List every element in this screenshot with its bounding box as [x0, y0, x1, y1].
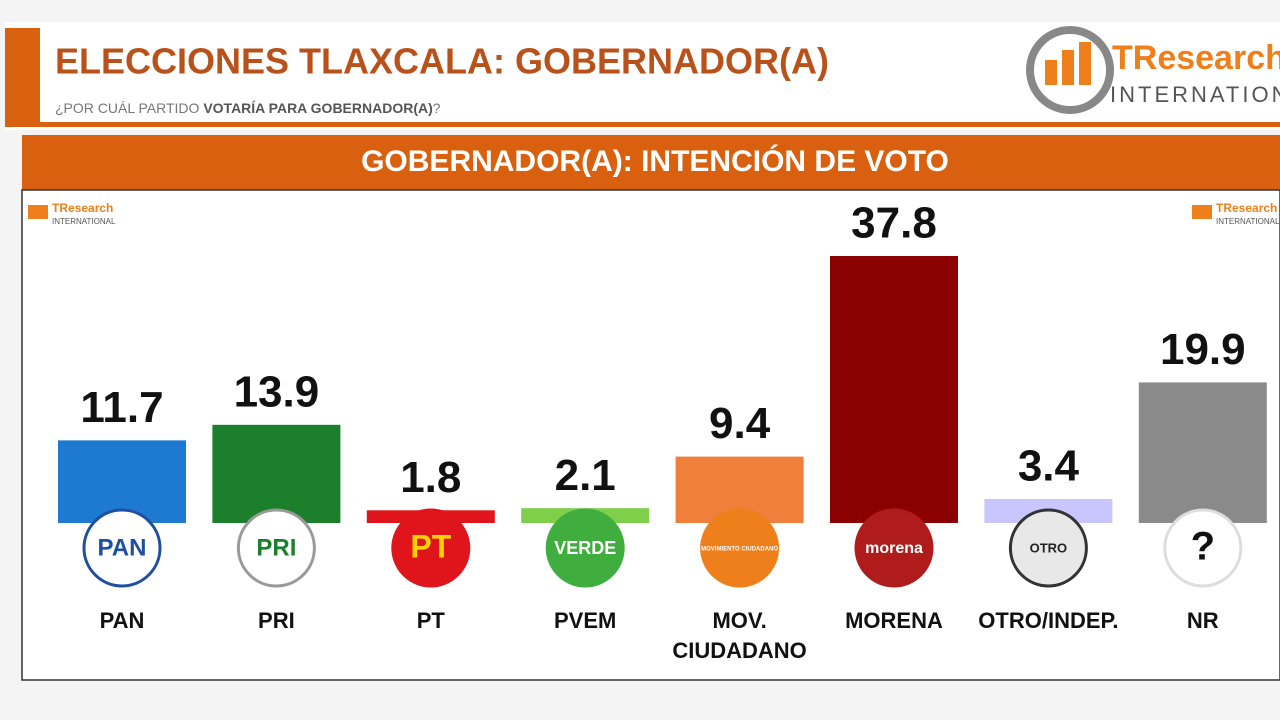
- logo-ring: [1026, 26, 1114, 114]
- title: ELECCIONES TLAXCALA: GOBERNADOR(A): [55, 41, 829, 82]
- category-label: PVEM: [554, 608, 617, 633]
- brand: TResearch: [1112, 39, 1280, 77]
- party-logo-text: MOVIMIENTO CIUDADANO: [701, 547, 778, 553]
- party-logo: [236, 508, 316, 588]
- party-logo-text: ?: [1191, 525, 1215, 569]
- banner: [22, 135, 1280, 190]
- value-label: 9.4: [709, 399, 771, 448]
- party-logo: [82, 508, 162, 588]
- party-logo: [1008, 508, 1088, 588]
- subtitle-part: ?: [433, 100, 441, 116]
- value-label: 13.9: [234, 367, 320, 416]
- party-logo-text: OTRO: [1030, 540, 1068, 555]
- category-label: NR: [1186, 608, 1219, 633]
- logo-bar: [1062, 50, 1074, 85]
- brand-sub: INTERNATIONAL: [52, 217, 116, 226]
- header-strip: [5, 28, 40, 126]
- brand: TResearch: [52, 201, 113, 215]
- corner-logo: TResearch INTERNATIONAL TResearch INTERN…: [28, 201, 1280, 226]
- brand: TResearch: [1216, 201, 1277, 215]
- value-label: 2.1: [555, 451, 616, 500]
- party-logo-text: PT: [410, 528, 451, 564]
- category-label: PRI: [258, 608, 295, 633]
- party-logo: [854, 508, 934, 588]
- party-logo: [545, 508, 625, 588]
- bar: [830, 256, 958, 523]
- party-logo-text: PAN: [98, 534, 147, 561]
- logo-bar: [1079, 42, 1091, 85]
- logo: TResearch INTERNATIONAL: [1026, 26, 1280, 114]
- party-logo: [1163, 508, 1243, 588]
- category-label: PAN: [99, 608, 145, 633]
- subtitle-part: VOTARÍA PARA GOBERNADOR(A): [203, 100, 432, 116]
- party-logo-text: morena: [865, 540, 923, 557]
- party-logo: [700, 508, 780, 588]
- party-logo-text: PRI: [256, 534, 296, 561]
- bar: [1138, 382, 1267, 523]
- chart-title: GOBERNADOR(A): INTENCIÓN DE VOTO: [361, 144, 949, 178]
- party-logo: [391, 508, 471, 588]
- value-label: 37.8: [851, 199, 937, 248]
- header-rule: [5, 122, 1280, 127]
- logo-bar: [1045, 60, 1057, 85]
- value-label: 19.9: [1160, 325, 1246, 374]
- brand-sub: INTERNATIONAL: [1110, 82, 1280, 107]
- category-label: OTRO/INDEP.: [978, 608, 1119, 633]
- subtitle-part: ¿POR CUÁL PARTIDO: [55, 100, 200, 116]
- category-label: MOV. CIUDADANO: [672, 608, 807, 663]
- value-label: 11.7: [80, 383, 163, 432]
- value-label: 1.8: [400, 453, 461, 502]
- category-label: PT: [416, 608, 445, 633]
- party-logo-text: VERDE: [554, 538, 616, 558]
- category-label: MORENA: [845, 608, 943, 633]
- logo-bar: [28, 205, 48, 219]
- value-label: 3.4: [1018, 442, 1080, 491]
- logo-bar: [1192, 205, 1212, 219]
- bar: [212, 424, 341, 523]
- brand-sub: INTERNATIONAL: [1216, 217, 1280, 226]
- subtitle: ¿POR CUÁL PARTIDO VOTARÍA PARA GOBERNADO…: [55, 100, 441, 116]
